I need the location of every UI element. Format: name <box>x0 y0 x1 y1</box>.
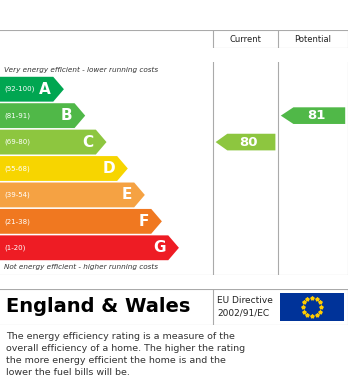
Text: The energy efficiency rating is a measure of the
overall efficiency of a home. T: The energy efficiency rating is a measur… <box>6 332 245 377</box>
Text: (92-100): (92-100) <box>4 86 35 92</box>
Polygon shape <box>281 107 345 124</box>
Text: E: E <box>122 187 132 203</box>
Polygon shape <box>0 77 64 102</box>
Text: (55-68): (55-68) <box>4 165 30 172</box>
Polygon shape <box>0 103 85 128</box>
Text: B: B <box>61 108 72 123</box>
Text: (21-38): (21-38) <box>4 218 30 224</box>
Text: Potential: Potential <box>294 34 332 43</box>
Text: Energy Efficiency Rating: Energy Efficiency Rating <box>9 7 211 23</box>
Polygon shape <box>216 134 275 151</box>
Polygon shape <box>0 130 106 154</box>
Text: D: D <box>102 161 115 176</box>
Text: A: A <box>39 82 51 97</box>
Text: Not energy efficient - higher running costs: Not energy efficient - higher running co… <box>4 264 158 270</box>
Text: 80: 80 <box>239 136 258 149</box>
Text: (39-54): (39-54) <box>4 192 30 198</box>
Text: C: C <box>82 135 94 150</box>
Polygon shape <box>0 156 128 181</box>
Text: 81: 81 <box>307 109 325 122</box>
Text: (81-91): (81-91) <box>4 112 30 119</box>
Text: England & Wales: England & Wales <box>6 298 190 316</box>
Text: Current: Current <box>230 34 261 43</box>
Text: (1-20): (1-20) <box>4 244 26 251</box>
Text: G: G <box>153 240 166 255</box>
Text: EU Directive
2002/91/EC: EU Directive 2002/91/EC <box>217 296 273 318</box>
Polygon shape <box>0 209 162 234</box>
FancyBboxPatch shape <box>280 292 344 321</box>
Polygon shape <box>0 235 179 260</box>
Text: (69-80): (69-80) <box>4 139 30 145</box>
Text: Very energy efficient - lower running costs: Very energy efficient - lower running co… <box>4 67 158 74</box>
Text: F: F <box>139 214 149 229</box>
Polygon shape <box>0 183 145 207</box>
